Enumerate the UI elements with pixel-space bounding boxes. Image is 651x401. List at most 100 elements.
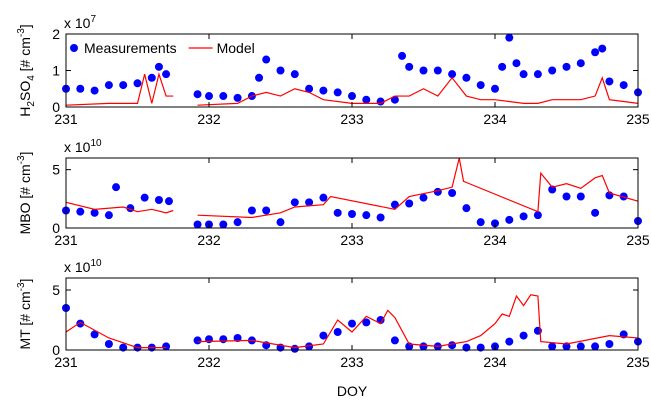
measurement-point [305, 198, 314, 207]
measurement-point [76, 84, 85, 93]
measurement-point [193, 90, 202, 99]
measurement-point [512, 59, 521, 68]
measurement-point [519, 331, 528, 340]
multiplier-base: x 10 [64, 15, 91, 31]
model-line [197, 157, 639, 219]
measurement-point [333, 208, 342, 217]
measurement-point [519, 212, 528, 221]
x-tick-label: 234 [483, 111, 507, 127]
measurement-point [90, 330, 99, 339]
measurement-point [576, 342, 585, 351]
measurement-point [262, 55, 271, 64]
measurement-point [119, 81, 128, 90]
y-tick-label: 2 [52, 26, 60, 42]
y-label-part: SO [17, 81, 33, 101]
measurement-point [90, 208, 99, 217]
y-label-part: -3 [16, 28, 27, 37]
measurement-point [193, 220, 202, 229]
measurement-point [419, 342, 428, 351]
measurement-point [255, 73, 264, 82]
multiplier-exponent: 10 [90, 138, 102, 149]
y-label-part: ] [17, 152, 33, 156]
measurement-point [576, 59, 585, 68]
measurement-point [605, 340, 614, 348]
x-axis-label: DOY [337, 383, 368, 399]
x-tick-label: 234 [483, 354, 507, 370]
measurement-point [276, 66, 285, 75]
measurement-point [233, 334, 242, 342]
multiplier-base: x 10 [64, 259, 91, 275]
y-label-part: ] [17, 24, 33, 28]
measurement-point [591, 48, 600, 57]
measurement-point [405, 62, 414, 71]
measurement-point [591, 208, 600, 217]
multiplier-exponent: 7 [90, 14, 96, 25]
measurement-point [462, 204, 471, 213]
measurement-point [362, 211, 371, 220]
measurement-point [348, 92, 356, 101]
y-tick-label: 0 [52, 220, 60, 236]
y-tick-label: 5 [52, 162, 60, 178]
x-tick-label: 235 [626, 354, 650, 370]
y-tick-label: 1 [52, 63, 60, 79]
measurement-point [562, 62, 571, 71]
measurement-point [140, 193, 149, 202]
measurement-point [598, 44, 607, 53]
measurement-point [519, 70, 528, 79]
y-label-part: MBO [# cm [17, 164, 33, 234]
multiplier-exponent: 10 [90, 258, 102, 269]
y-axis-label: MT [# cm-3] [16, 279, 33, 350]
measurement-point [505, 215, 514, 224]
x-tick-label: 233 [340, 354, 364, 370]
measurement-point [76, 207, 85, 216]
measurement-point [405, 199, 414, 208]
model-line [65, 201, 174, 214]
measurement-point [419, 66, 428, 75]
measurement-point [362, 95, 371, 104]
x-tick-label: 231 [54, 232, 78, 248]
measurement-point [154, 196, 163, 204]
y-label-part: -3 [16, 155, 27, 164]
measurement-point [498, 62, 507, 71]
measurement-point [319, 193, 328, 202]
legend-label: Model [217, 40, 255, 56]
measurement-point [476, 218, 485, 227]
measurement-point [591, 342, 600, 351]
measurement-point [448, 341, 457, 350]
x-tick-label: 232 [197, 354, 221, 370]
measurement-point [290, 70, 299, 79]
measurement-point [419, 193, 428, 202]
measurement-point [290, 344, 299, 353]
plot-area [66, 278, 638, 350]
measurement-point [348, 319, 356, 328]
measurement-point [76, 319, 85, 328]
measurement-point [104, 81, 113, 90]
measurement-point [319, 331, 328, 340]
model-line [197, 76, 639, 106]
y-label-part: 4 [26, 75, 37, 81]
measurement-point [193, 336, 202, 345]
measurement-point [533, 70, 542, 79]
model-line [197, 294, 639, 349]
measurement-point [505, 33, 514, 42]
measurement-point [276, 218, 285, 227]
measurement-point [219, 220, 228, 229]
measurement-point [319, 86, 328, 95]
y-label-part: 2 [26, 101, 37, 107]
measurement-point [233, 93, 242, 102]
measurement-point [162, 342, 171, 351]
measurement-point [290, 198, 299, 207]
model-line [65, 321, 167, 349]
measurement-point [576, 192, 585, 201]
x-tick-label: 231 [54, 111, 78, 127]
legend-marker [70, 44, 78, 52]
measurement-point [219, 335, 228, 344]
y-tick-label: 0 [52, 99, 60, 115]
measurement-point [462, 73, 471, 82]
measurement-point [133, 79, 142, 88]
x-tick-label: 232 [197, 232, 221, 248]
measurement-point [476, 81, 485, 90]
y-label-part: ] [17, 279, 33, 283]
measurement-point [147, 73, 156, 82]
y-axis-label: MBO [# cm-3] [16, 152, 33, 235]
